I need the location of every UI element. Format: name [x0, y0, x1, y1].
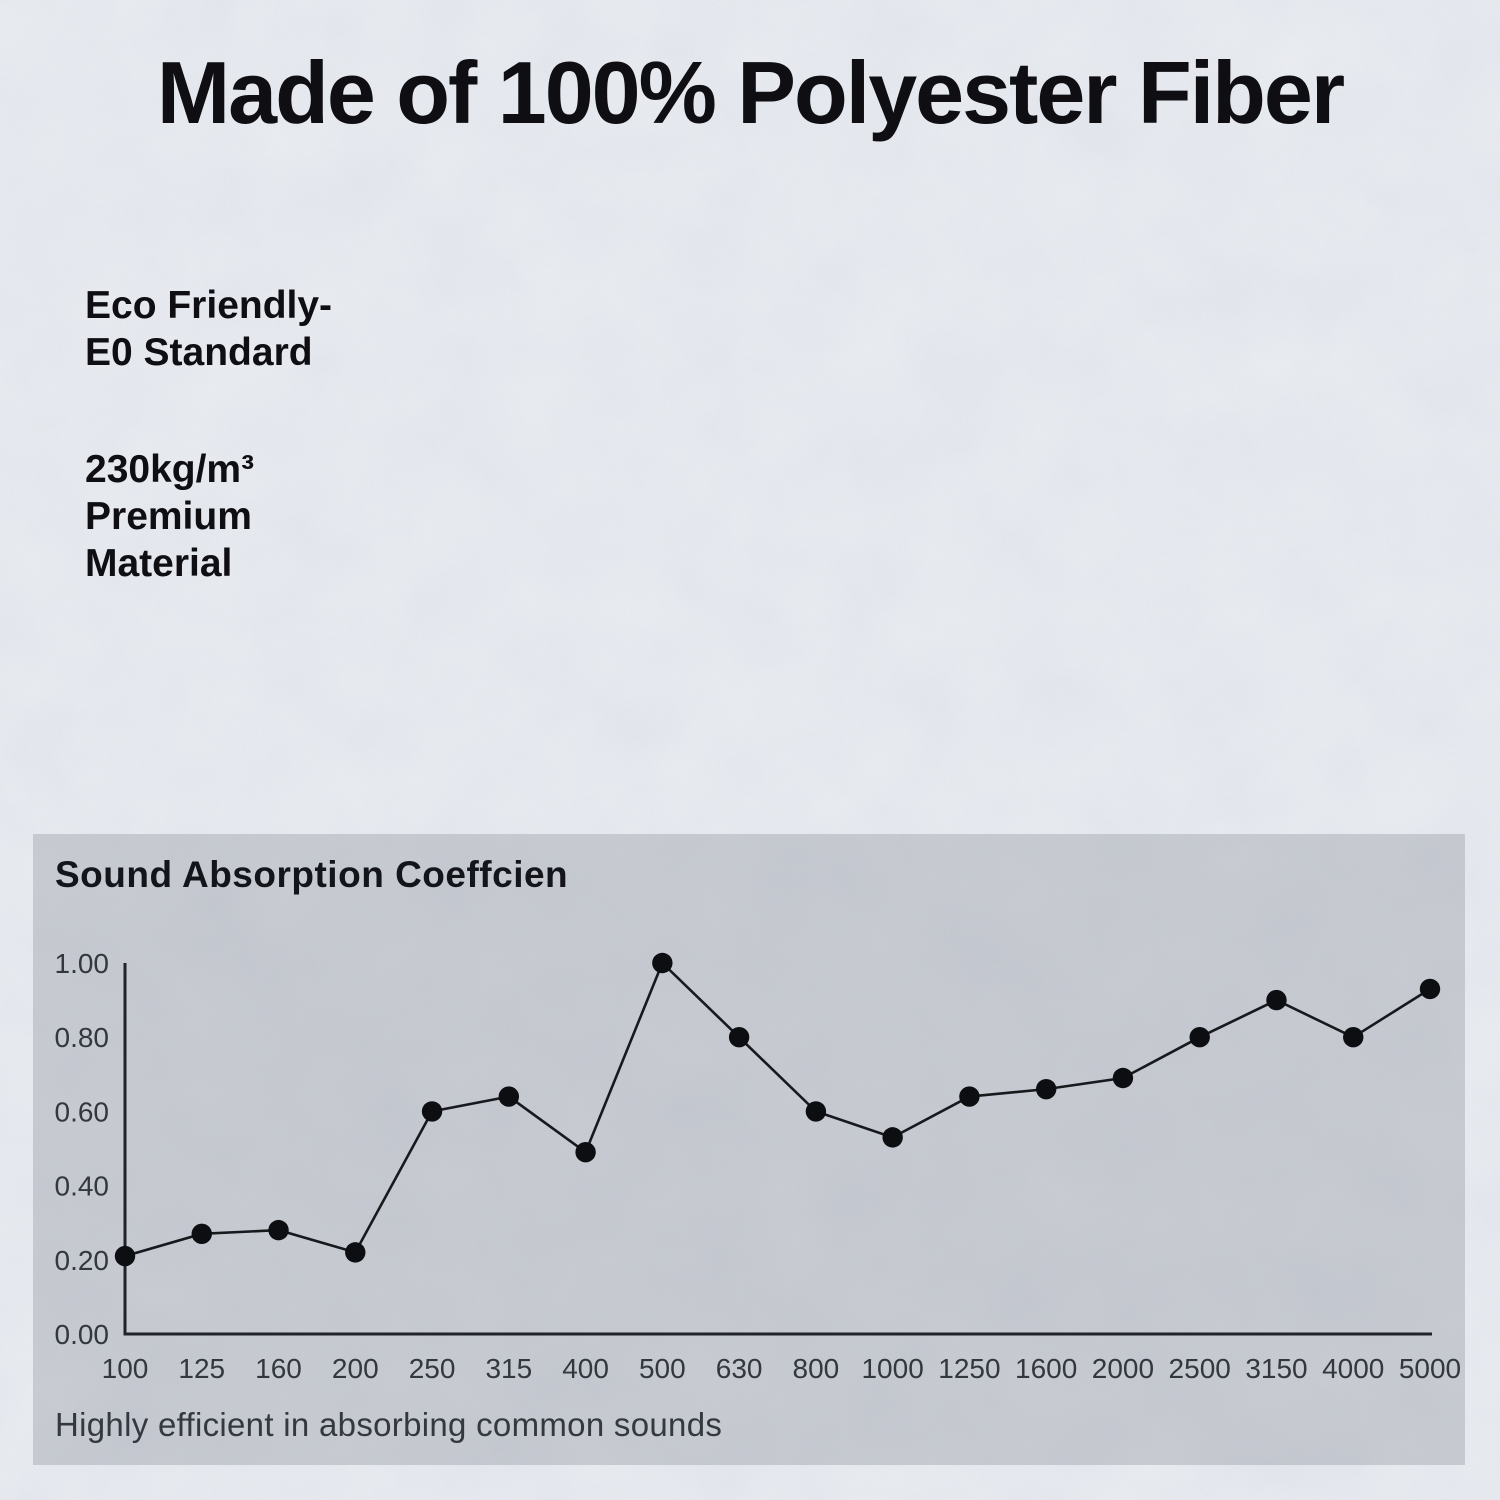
x-tick-label: 1250: [938, 1353, 1000, 1384]
eco-note-line-2: E0 Standard: [85, 331, 313, 374]
chart-point: [652, 952, 673, 974]
absorption-line-chart: 0.00 0.20 0.40 0.60 0.80 1.00 100 125 160 200 250 3…: [55, 948, 1462, 1384]
x-tick-label: 200: [332, 1353, 379, 1384]
density-note-line-1: 230kg/m³: [85, 448, 255, 491]
x-tick-label: 2000: [1092, 1353, 1154, 1384]
chart-point: [882, 1127, 903, 1148]
sound-absorption-panel: 0.00 0.20 0.40 0.60 0.80 1.00 100 125 160 200 250 3…: [33, 834, 1465, 1465]
x-tick-label: 250: [409, 1353, 456, 1384]
x-tick-label: 3150: [1245, 1353, 1307, 1384]
y-tick-label: 1.00: [55, 948, 110, 979]
chart-caption: Highly efficient in absorbing common sou…: [55, 1406, 723, 1443]
y-tick-label: 0.20: [55, 1245, 110, 1276]
chart-point: [575, 1142, 596, 1163]
chart-point: [1189, 1027, 1210, 1048]
eco-note: Eco Friendly- E0 Standard: [85, 282, 332, 376]
chart-point: [421, 1101, 443, 1122]
chart-point: [728, 1027, 750, 1048]
chart-point: [268, 1219, 289, 1241]
density-note: 230kg/m³ Premium Material: [85, 446, 332, 587]
material-notes: Eco Friendly- E0 Standard 230kg/m³ Premi…: [85, 282, 332, 587]
x-tick-label: 2500: [1169, 1353, 1231, 1384]
chart-point: [1343, 1027, 1364, 1048]
chart-line: [124, 960, 1431, 1258]
chart-point: [498, 1086, 520, 1107]
x-tick-label: 630: [716, 1353, 763, 1384]
chart-point: [1112, 1067, 1134, 1089]
y-tick-label: 0.40: [55, 1171, 110, 1202]
y-tick-label: 0.60: [55, 1096, 110, 1127]
y-tick-label: 0.80: [55, 1022, 110, 1053]
x-tick-label: 4000: [1322, 1353, 1384, 1384]
y-tick-label: 0.00: [55, 1319, 110, 1350]
chart-point: [191, 1223, 212, 1245]
x-tick-label: 5000: [1399, 1353, 1461, 1384]
chart-point: [1266, 989, 1287, 1011]
x-tick-label: 500: [639, 1353, 686, 1384]
eco-note-line-1: Eco Friendly-: [85, 284, 333, 327]
chart-point: [1419, 978, 1441, 1000]
x-tick-label: 1000: [861, 1353, 923, 1384]
x-tick-label: 160: [255, 1353, 302, 1384]
x-tick-label: 315: [485, 1353, 532, 1384]
chart-point: [114, 1245, 136, 1267]
x-tick-label: 100: [102, 1353, 149, 1384]
chart-point: [345, 1242, 366, 1263]
chart-title: Sound Absorption Coeffcien: [55, 854, 569, 895]
chart-point: [959, 1086, 980, 1107]
x-tick-label: 1600: [1015, 1353, 1077, 1384]
x-tick-label: 400: [562, 1353, 609, 1384]
density-note-line-2: Premium: [85, 495, 252, 538]
chart-point: [805, 1101, 827, 1122]
chart-point: [1035, 1078, 1057, 1100]
page-title: Made of 100% Polyester Fiber: [156, 43, 1345, 142]
density-note-line-3: Material: [85, 542, 233, 585]
x-tick-label: 800: [793, 1353, 840, 1384]
x-tick-label: 125: [178, 1353, 225, 1384]
